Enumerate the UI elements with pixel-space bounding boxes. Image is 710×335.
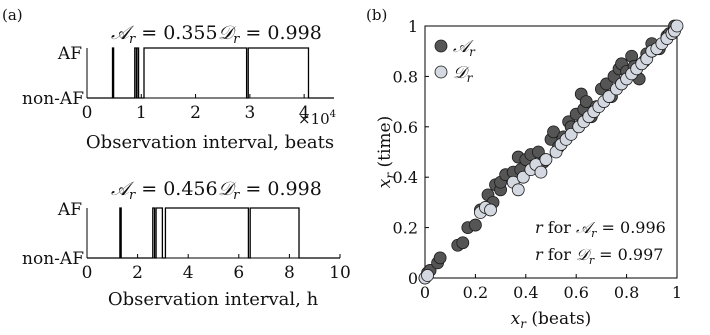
chart-b: 0 0.2 0.4 0.6 0.8 1 0 0.2 0.4 0.6 0.8 1 𝒜r 𝒟r r for…	[375, 17, 684, 331]
a-bottom-ytick-af: AF	[57, 200, 82, 220]
point-A	[547, 125, 560, 139]
a-bottom-annotation-A: 𝒜r = 0.456	[111, 178, 218, 203]
b-ylabel: xr (time)	[375, 116, 397, 188]
point-D	[511, 183, 525, 197]
point-D	[484, 203, 497, 217]
b-ytick-label: 1	[408, 17, 418, 36]
b-xtick-label: 1	[672, 283, 682, 302]
panel-label-a: (a)	[2, 6, 23, 24]
a-top-annotation-A: 𝒜r = 0.355	[111, 22, 218, 47]
chart-a-top: 𝒜r = 0.355 𝒟r = 0.998 AF non-AF 0 1 2 3 4 ×1…	[22, 22, 336, 153]
b-plot-frame	[424, 25, 678, 279]
point-A	[532, 145, 545, 159]
b-ytick-label: 0.6	[393, 118, 418, 137]
point-D	[534, 165, 548, 179]
b-xtick-label: 0.4	[513, 283, 538, 302]
xtick-label: 3	[244, 103, 255, 123]
a-top-xlabel: Observation interval, beats	[86, 132, 334, 153]
point-A	[456, 236, 470, 250]
a-top-x-exponent: ×104	[298, 109, 336, 128]
point-D	[539, 153, 553, 166]
point-D	[516, 170, 530, 184]
xtick-label: 4	[183, 263, 194, 283]
xtick-label: 0	[82, 103, 93, 123]
xtick-label: 8	[284, 263, 295, 283]
legend-marker-A	[434, 39, 448, 53]
xtick-label: 1	[136, 103, 147, 123]
xtick-label: 10	[329, 263, 351, 283]
point-D	[670, 19, 684, 33]
legend-marker-D	[434, 65, 448, 79]
a-top-ytick-af: AF	[57, 44, 82, 64]
b-xtick-label: 0	[420, 283, 430, 302]
b-xtick-label: 0.6	[563, 283, 588, 302]
b-ytick-label: 0	[408, 269, 418, 288]
b-legend: 𝒜r 𝒟r	[434, 37, 476, 85]
xtick-label: 2	[132, 263, 143, 283]
point-D	[564, 127, 578, 141]
panel-label-b: (b)	[366, 6, 387, 24]
point-A	[579, 95, 593, 108]
point-A	[468, 218, 482, 232]
b-xlabel: xr (beats)	[511, 309, 592, 330]
a-bottom-annotation-D: 𝒟r = 0.998	[218, 178, 322, 203]
a-top-ytick-nonaf: non-AF	[22, 89, 84, 109]
a-bottom-xlabel: Observation interval, h	[108, 289, 319, 310]
a-top-annotation-D: 𝒟r = 0.998	[218, 22, 322, 47]
xtick-label: 2	[190, 103, 201, 123]
point-D	[602, 90, 616, 103]
b-ytick-label: 0.2	[393, 219, 418, 238]
a-bottom-ytick-nonaf: non-AF	[22, 249, 84, 269]
legend-label-A: 𝒜r	[453, 37, 476, 59]
xtick-label: 0	[82, 263, 93, 283]
a-top-af-signal	[87, 47, 334, 99]
xtick-label: 4	[299, 103, 310, 123]
xtick-label: 6	[233, 263, 244, 283]
b-ytick-label: 0.8	[393, 67, 418, 86]
point-A	[433, 251, 447, 265]
point-D	[421, 269, 434, 282]
b-annotation-A: r for 𝒜r = 0.996	[535, 218, 666, 240]
chart-a-bottom: 𝒜r = 0.456 𝒟r = 0.998 AF non-AF 0 2 4 6 8 10 …	[22, 178, 351, 310]
legend-label-D: 𝒟r	[453, 63, 474, 85]
b-xtick-label: 0.2	[463, 283, 488, 302]
b-ytick-label: 0.4	[393, 168, 418, 187]
point-A	[600, 77, 613, 91]
a-bottom-af-signal	[87, 207, 340, 259]
b-xtick-label: 0.8	[614, 283, 639, 302]
b-annotation-D: r for 𝒟r = 0.997	[535, 245, 663, 267]
